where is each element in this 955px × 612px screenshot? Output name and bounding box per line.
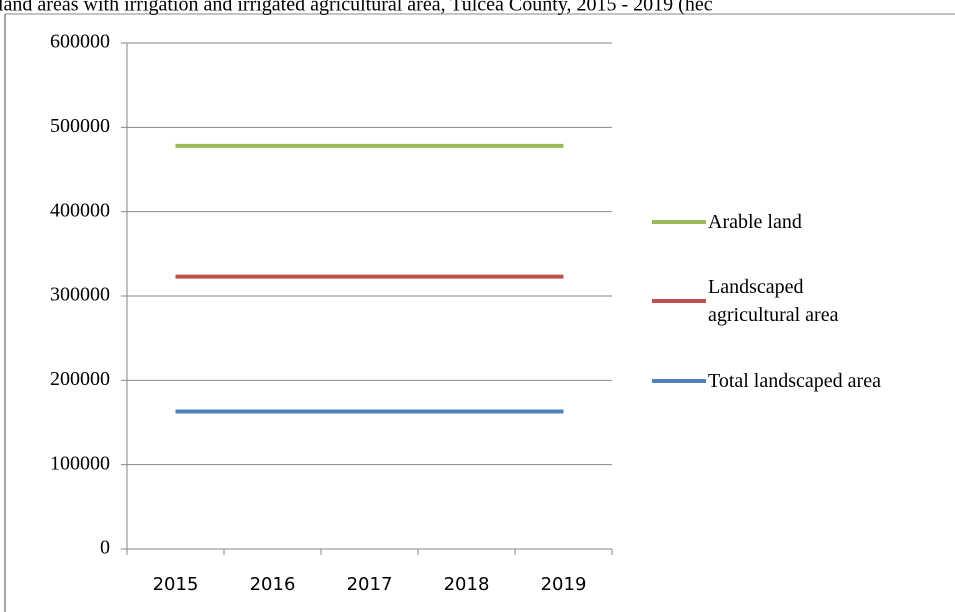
y-tick-label: 600000 bbox=[50, 31, 110, 53]
x-tick-label: 2018 bbox=[444, 574, 490, 595]
x-tick-label: 2017 bbox=[347, 574, 393, 595]
y-tick-label: 500000 bbox=[50, 115, 110, 137]
legend-label: Arable land bbox=[708, 211, 802, 233]
legend-label: Landscaped agricultural area bbox=[708, 276, 839, 326]
x-tick-label: 2015 bbox=[153, 574, 199, 595]
legend-label: Total landscaped area bbox=[708, 370, 881, 392]
x-tick-label: 2019 bbox=[541, 574, 587, 595]
y-tick-label: 0 bbox=[100, 537, 110, 559]
chart-title: land areas with irrigation and irrigated… bbox=[0, 0, 713, 16]
y-tick-label: 400000 bbox=[50, 199, 110, 221]
x-tick-label: 2016 bbox=[250, 574, 296, 595]
y-tick-label: 100000 bbox=[50, 452, 110, 474]
y-tick-label: 300000 bbox=[50, 284, 110, 306]
y-tick-label: 200000 bbox=[50, 368, 110, 390]
